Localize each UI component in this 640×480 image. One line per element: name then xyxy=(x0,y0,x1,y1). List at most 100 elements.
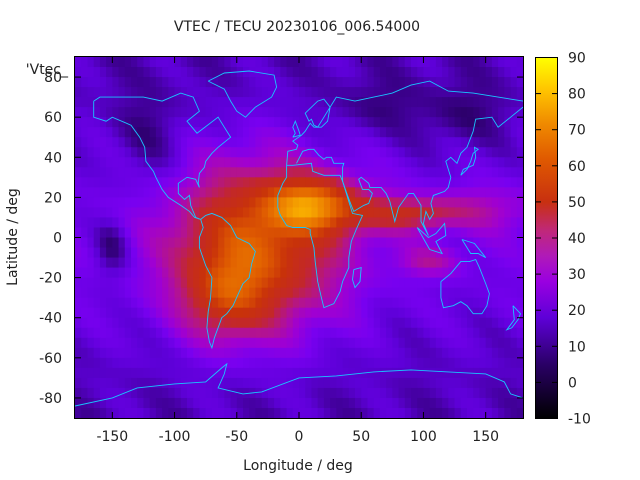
heatmap-cell xyxy=(274,357,281,369)
heatmap-cell xyxy=(348,247,356,259)
heatmap-cell xyxy=(342,247,350,259)
heatmap-cell xyxy=(286,97,294,108)
heatmap-cell xyxy=(193,157,201,168)
heatmap-cell xyxy=(187,407,194,419)
heatmap-cell xyxy=(267,87,275,98)
heatmap-cell xyxy=(498,337,505,349)
heatmap-cell xyxy=(168,377,176,389)
heatmap-cell xyxy=(292,327,300,339)
heatmap-cell xyxy=(361,207,369,219)
heatmap-cell xyxy=(423,137,431,148)
heatmap-cell xyxy=(255,227,263,239)
heatmap-cell xyxy=(311,327,319,339)
heatmap-cell xyxy=(442,327,449,339)
heatmap-cell xyxy=(243,107,250,118)
heatmap-cell xyxy=(516,297,524,309)
heatmap-cell xyxy=(149,97,157,108)
heatmap-cell xyxy=(342,347,350,359)
heatmap-cell xyxy=(386,187,393,198)
heatmap-cell xyxy=(392,307,400,319)
heatmap-cell xyxy=(504,327,512,339)
heatmap-cell xyxy=(367,397,375,409)
heatmap-cell xyxy=(162,267,169,279)
heatmap-cell xyxy=(168,157,176,168)
heatmap-cell xyxy=(143,207,151,219)
heatmap-cell xyxy=(330,337,337,349)
heatmap-cell xyxy=(193,357,201,369)
heatmap-cell xyxy=(367,77,375,88)
heatmap-cell xyxy=(429,97,437,108)
heatmap-cell xyxy=(174,357,182,369)
heatmap-cell xyxy=(168,247,176,259)
heatmap-cell xyxy=(485,257,493,269)
heatmap-cell xyxy=(162,177,169,188)
heatmap-cell xyxy=(155,287,163,299)
heatmap-cell xyxy=(485,207,493,219)
heatmap-cell xyxy=(137,117,145,128)
heatmap-cell xyxy=(280,227,288,239)
heatmap-cell xyxy=(87,357,95,369)
heatmap-cell xyxy=(491,77,499,88)
heatmap-cell xyxy=(379,327,387,339)
heatmap-cell xyxy=(211,317,219,329)
heatmap-cell xyxy=(193,97,201,108)
heatmap-cell xyxy=(323,177,331,188)
heatmap-cell xyxy=(336,367,344,379)
heatmap-cell xyxy=(261,57,269,68)
heatmap-cell xyxy=(448,137,456,148)
heatmap-cell xyxy=(137,317,145,329)
heatmap-cell xyxy=(442,347,449,359)
heatmap-cell xyxy=(305,177,313,188)
heatmap-cell xyxy=(162,367,169,379)
heatmap-cell xyxy=(218,397,225,409)
heatmap-cell xyxy=(124,367,132,379)
heatmap-cell xyxy=(323,287,331,299)
heatmap-cell xyxy=(305,317,313,329)
heatmap-cell xyxy=(379,297,387,309)
heatmap-cell xyxy=(323,307,331,319)
heatmap-cell xyxy=(249,207,257,219)
heatmap-cell xyxy=(211,137,219,148)
heatmap-cell xyxy=(93,387,101,399)
heatmap-cell xyxy=(379,227,387,239)
heatmap-cell xyxy=(342,277,350,289)
heatmap-cell xyxy=(218,377,225,389)
heatmap-cell xyxy=(193,387,201,399)
heatmap-cell xyxy=(429,337,437,349)
heatmap-cell xyxy=(224,157,232,168)
heatmap-cell xyxy=(99,137,107,148)
heatmap-cell xyxy=(155,107,163,118)
heatmap-cell xyxy=(205,57,213,68)
heatmap-cell xyxy=(373,167,381,178)
heatmap-cell xyxy=(417,377,425,389)
heatmap-cell xyxy=(454,197,462,209)
heatmap-cell xyxy=(131,197,138,209)
heatmap-cell xyxy=(99,297,107,309)
y-axis-label: Latitude / deg xyxy=(5,188,21,286)
heatmap-cell xyxy=(205,187,213,198)
heatmap-cell xyxy=(435,167,443,178)
heatmap-cell xyxy=(473,77,481,88)
heatmap-cell xyxy=(224,377,232,389)
heatmap-cell xyxy=(205,317,213,329)
heatmap-cell xyxy=(454,147,462,158)
heatmap-cell xyxy=(249,237,257,249)
heatmap-cell xyxy=(485,247,493,259)
heatmap-cell xyxy=(398,177,406,188)
heatmap-cell xyxy=(411,157,418,168)
heatmap-cell xyxy=(112,277,120,289)
heatmap-cell xyxy=(199,137,207,148)
heatmap-cell xyxy=(106,157,113,168)
heatmap-cell xyxy=(93,357,101,369)
heatmap-cell xyxy=(93,187,101,198)
heatmap-cell xyxy=(162,167,169,178)
heatmap-cell xyxy=(193,327,201,339)
heatmap-cell xyxy=(448,67,456,78)
heatmap-cell xyxy=(211,337,219,349)
heatmap-cell xyxy=(342,117,350,128)
heatmap-cell xyxy=(510,337,518,349)
chart-title: VTEC / TECU 20230106_006.54000 xyxy=(174,19,420,35)
heatmap-cell xyxy=(199,257,207,269)
heatmap-cell xyxy=(261,267,269,279)
heatmap-cell xyxy=(168,277,176,289)
